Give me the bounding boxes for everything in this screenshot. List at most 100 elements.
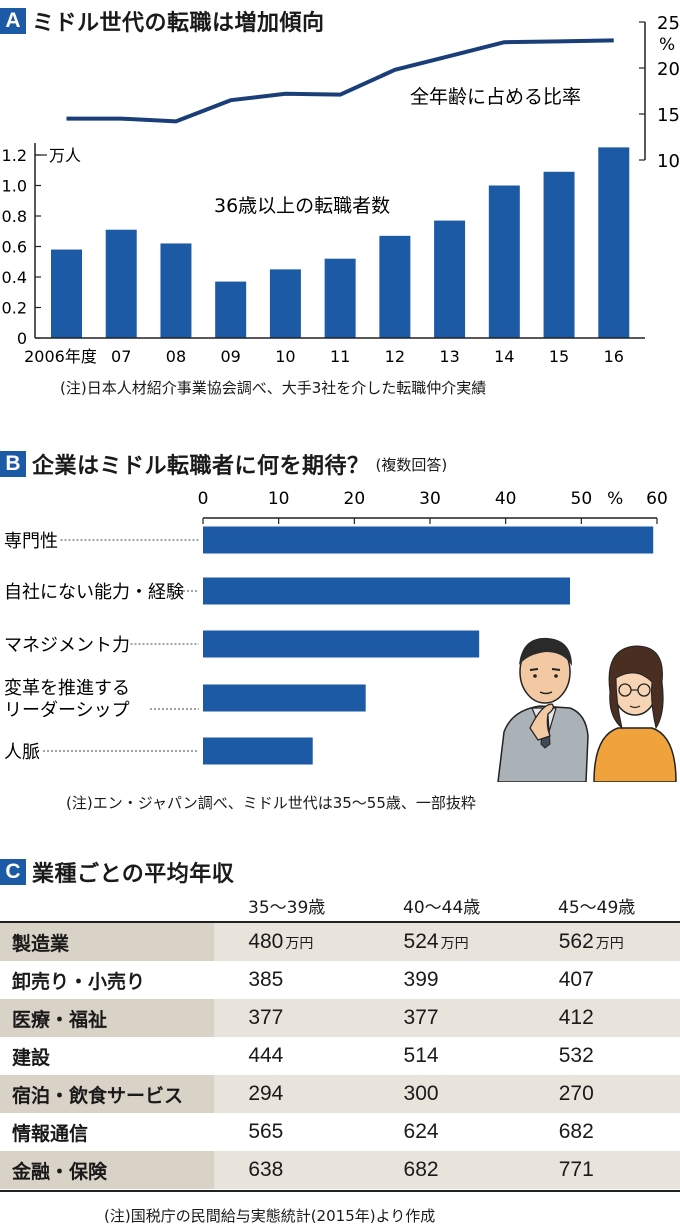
section-b-note: (注)エン・ジャパン調べ、ミドル世代は35〜55歳、一部抜粋: [66, 794, 476, 812]
cell-value: 294: [214, 1075, 370, 1113]
cell-number: 682: [558, 1120, 594, 1143]
category-label: マネジメント力: [4, 635, 130, 656]
cell-value: 682: [525, 1113, 680, 1151]
y-tick-label-left: 0.8: [2, 207, 27, 226]
cell-unit: 万円: [440, 936, 469, 952]
cell-number: 270: [558, 1082, 594, 1105]
category-label: 自社にない能力・経験: [4, 582, 184, 603]
people-illustration: [497, 637, 677, 782]
cell-number: 480: [248, 930, 284, 953]
cell-value: 385: [214, 961, 369, 999]
x-tick-label: 50: [571, 489, 593, 509]
x-tick-label: 60: [646, 489, 668, 509]
y-tick-label-left: 0.4: [2, 268, 27, 287]
cell-number: 565: [248, 1120, 284, 1143]
table-row: 卸売り・小売り 385 399 407: [0, 961, 680, 999]
section-a-title: ミドル世代の転職は増加傾向: [32, 11, 325, 36]
bar: [215, 281, 247, 338]
x-tick-label: 14: [494, 347, 514, 366]
category-label: 変革を推進する: [4, 678, 130, 699]
x-tick-label: 08: [166, 347, 186, 366]
y-tick-label-right: 20: [657, 59, 680, 80]
bar: [488, 185, 520, 338]
x-tick-label: 30: [419, 489, 441, 509]
series-label-bars: 36歳以上の転職者数: [214, 195, 390, 217]
bar: [269, 269, 301, 338]
cell-value: 524 万円: [369, 923, 525, 961]
cell-value: 624: [370, 1113, 525, 1151]
table-bottom-rule: [0, 1190, 680, 1192]
table-row: 金融・保険 638 682 771: [0, 1151, 680, 1189]
row-label: 金融・保険: [0, 1151, 215, 1189]
category-label: リーダーシップ: [4, 700, 130, 721]
cell-value: 480 万円: [214, 923, 370, 961]
row-label: 卸売り・小売り: [12, 970, 146, 993]
section-a-badge: A: [0, 8, 26, 34]
x-tick-label: 10: [275, 347, 295, 366]
section-b-badge: B: [0, 451, 26, 477]
bar: [434, 220, 466, 338]
section-a-header: A ミドル世代の転職は増加傾向: [0, 5, 325, 37]
cell-value: 771: [524, 1151, 680, 1189]
cell-number: 532: [558, 1044, 594, 1067]
hbar: [203, 577, 570, 605]
cell-number: 514: [403, 1044, 439, 1067]
y-tick-label-right: 10: [657, 151, 680, 172]
y-tick-label-right: 25: [657, 13, 680, 34]
cell-number: 624: [403, 1120, 439, 1143]
cell-value: 444: [214, 1037, 369, 1075]
y-tick-label-left: 0.2: [2, 299, 27, 318]
cell-number: 407: [558, 968, 594, 991]
cell-number: 562: [558, 930, 594, 953]
cell-number: 385: [248, 968, 284, 991]
chart-b-expectations: 0 10 20 30 40 50 60% 専門性自社にない能力・経験マネジメント力変革を推進す…: [4, 489, 668, 765]
category-label: 専門性: [4, 531, 58, 552]
table-row: 医療・福祉 377 377 412: [0, 999, 680, 1037]
y-tick-label-left: 0.6: [2, 238, 27, 257]
table-row: 製造業 480 万円 524 万円 562 万円: [0, 923, 680, 961]
hbar: [203, 737, 313, 765]
row-label: 製造業: [0, 923, 215, 961]
cell-value: 532: [525, 1037, 680, 1075]
bar: [324, 258, 356, 338]
x-tick-label: 16: [604, 347, 624, 366]
row-label: 宿泊・飲食サービス: [0, 1075, 215, 1113]
x-tick-label: 2006年度: [24, 347, 97, 366]
x-tick-label: 20: [344, 489, 366, 509]
x-tick-label: 12: [385, 347, 405, 366]
cell-unit: 万円: [595, 936, 624, 952]
hbar: [203, 684, 366, 712]
section-b-subtitle: (複数回答): [375, 455, 448, 474]
cell-value: 638: [214, 1151, 370, 1189]
x-tick-label: 15: [549, 347, 569, 366]
series-label-line: 全年齢に占める比率: [410, 86, 581, 108]
y-tick-label-left: 1.2: [2, 146, 27, 165]
cell-number: 294: [248, 1082, 284, 1105]
cell-value: 562 万円: [524, 923, 680, 961]
x-tick-label: 40: [495, 489, 517, 509]
y-axis-label-right: %: [659, 35, 675, 55]
cell-number: 412: [558, 1006, 594, 1029]
x-tick-label: 10: [268, 489, 290, 509]
table-top-rule: [0, 921, 680, 923]
cell-value: 399: [370, 961, 525, 999]
cell-number: 444: [248, 1044, 284, 1067]
cell-value: 377: [369, 999, 525, 1037]
table-row: 建設 444 514 532: [0, 1037, 680, 1075]
section-b-header: B 企業はミドル転職者に何を期待？ (複数回答): [0, 448, 447, 480]
cell-number: 771: [558, 1158, 594, 1181]
y-tick-label-left: 1.0: [2, 177, 27, 196]
x-tick-label: 13: [439, 347, 459, 366]
salary-table: 製造業 480 万円 524 万円 562 万円 卸売り・小売り 385 399 407 医療・福祉 3…: [0, 923, 680, 1189]
cell-value: 412: [524, 999, 680, 1037]
x-axis-unit: %: [607, 489, 623, 509]
cell-number: 399: [403, 968, 439, 991]
section-c-title: 業種ごとの平均年収: [32, 862, 235, 887]
bar: [598, 147, 630, 338]
bar: [543, 171, 575, 338]
cell-value: 565: [214, 1113, 369, 1151]
y-axis-label-left: 万人: [49, 146, 81, 165]
bar: [160, 243, 192, 338]
category-label: 人脈: [4, 742, 40, 763]
cell-value: 270: [524, 1075, 680, 1113]
